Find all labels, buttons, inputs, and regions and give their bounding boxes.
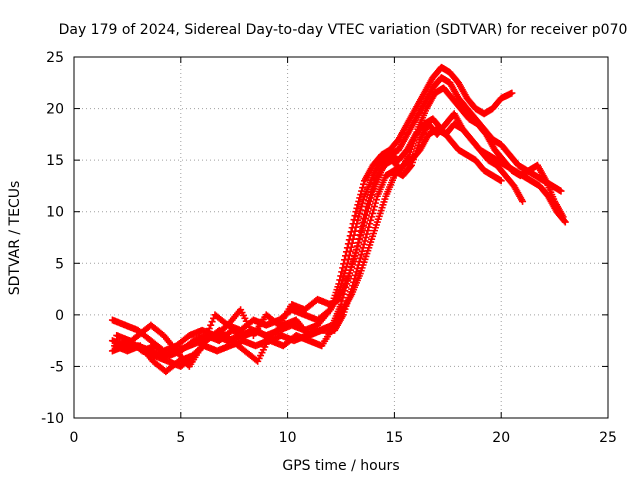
data-point-marker [357,232,365,240]
data-point-marker [342,248,350,256]
data-point-marker [352,268,360,276]
data-point-marker [365,201,373,209]
y-tick-label: 25 [46,50,64,66]
data-point-marker [336,276,344,284]
data-point-marker [368,213,376,221]
data-point-marker [370,203,378,211]
data-point-marker [371,199,379,207]
data-point-marker [341,256,349,264]
x-tick-label: 20 [492,430,510,446]
plot-frame [73,56,609,419]
chart-title: Day 179 of 2024, Sidereal Day-to-day VTE… [59,22,628,38]
y-tick-label: 5 [55,256,64,272]
data-point-marker [370,206,378,214]
data-point-marker [557,187,565,195]
data-point-marker [355,213,363,221]
x-axis-label: GPS time / hours [282,458,399,474]
data-point-marker [359,225,367,233]
y-tick-label: 0 [55,308,64,324]
y-tick-label: 20 [46,102,64,118]
data-point-marker [356,194,364,202]
data-point-marker [208,318,216,326]
data-point-marker [367,216,375,224]
data-point-marker [561,218,569,226]
y-tick-label: -10 [41,411,64,427]
data-point-marker [352,249,360,257]
data-point-marker [358,228,366,236]
data-point-marker [369,209,377,217]
data-point-marker [363,230,371,238]
data-point-marker [361,215,369,223]
data-point-marker [360,218,368,226]
data-point-marker [346,232,354,240]
data-point-marker [349,220,357,228]
data-point-marker [205,325,213,333]
data-points [108,63,569,376]
x-tick-label: 15 [385,430,403,446]
data-point-marker [344,240,352,248]
data-point-marker [359,184,367,192]
data-point-marker [365,223,373,231]
data-point-marker [337,272,345,280]
data-point-marker [360,196,368,204]
data-point-marker [519,197,527,205]
y-axis-label: SDTVAR / TECUs [7,181,23,296]
data-point-marker [364,204,372,212]
x-tick-label: 10 [279,430,297,446]
data-point-marker [351,212,359,220]
data-point-marker [347,228,355,236]
data-point-marker [366,197,374,205]
data-point-marker [497,177,505,185]
data-point-marker [560,217,568,225]
data-point-marker [360,221,368,229]
data-point-marker [372,196,380,204]
data-point-marker [354,242,362,250]
data-point-marker [357,251,365,259]
data-point-marker [353,204,361,212]
data-point-marker [363,208,371,216]
x-tick-label: 25 [599,430,617,446]
data-point-marker [508,89,516,97]
data-point-marker [368,191,376,199]
y-axis-ticks: -10 -5 0 5 10 15 20 25 [41,50,608,427]
y-tick-label: 10 [46,205,64,221]
data-point-marker [343,244,351,252]
data-point-marker [356,209,364,217]
x-tick-label: 5 [176,430,185,446]
data-point-marker [345,236,353,244]
data-point-marker [367,194,375,202]
data-point-marker [355,197,363,205]
data-point-marker [357,191,365,199]
data-point-marker [362,211,370,219]
data-point-marker [360,180,368,188]
y-tick-label: -5 [50,359,64,375]
data-point-marker [356,254,364,262]
x-axis-ticks: 0 5 10 15 20 25 [70,57,617,446]
data-point-marker [342,252,350,260]
data-point-marker [339,264,347,272]
data-point-marker [354,201,362,209]
data-point-marker [335,280,343,288]
x-tick-label: 0 [70,430,79,446]
data-point-marker [198,342,206,350]
data-point-marker [358,187,366,195]
series-track-6 [113,120,569,360]
data-point-marker [353,246,361,254]
data-point-marker [352,208,360,216]
data-point-marker [338,268,346,276]
data-point-marker [340,260,348,268]
data-point-marker [348,224,356,232]
data-point-marker [364,227,372,235]
data-point-marker [350,216,358,224]
data-point-marker [361,237,369,245]
data-point-marker [355,239,363,247]
data-point-marker [362,234,370,241]
data-point-marker [207,321,215,329]
data-point-marker [356,235,364,243]
y-tick-label: 15 [46,153,64,169]
data-point-marker [366,220,374,228]
